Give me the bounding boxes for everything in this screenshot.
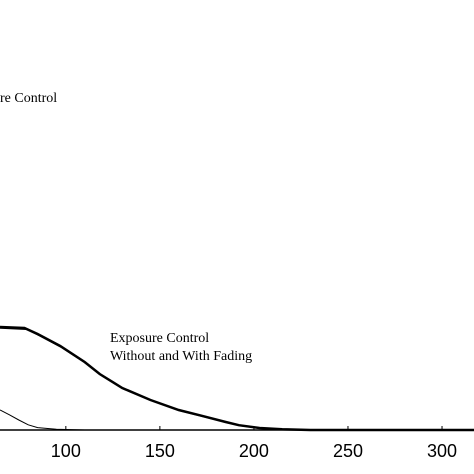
annotation: Exposure Control: [110, 331, 209, 346]
line: [0, 409, 85, 431]
line: [0, 325, 474, 432]
x-tick-label: 150: [145, 441, 175, 461]
line: [0, 327, 474, 431]
annotation: Without and With Fading: [110, 349, 252, 364]
x-tick-label: 200: [239, 441, 269, 461]
x-tick-label: 100: [51, 441, 81, 461]
annotation: re Control: [0, 91, 57, 106]
x-tick-label: 250: [333, 441, 363, 461]
x-tick-label: 300: [427, 441, 457, 461]
